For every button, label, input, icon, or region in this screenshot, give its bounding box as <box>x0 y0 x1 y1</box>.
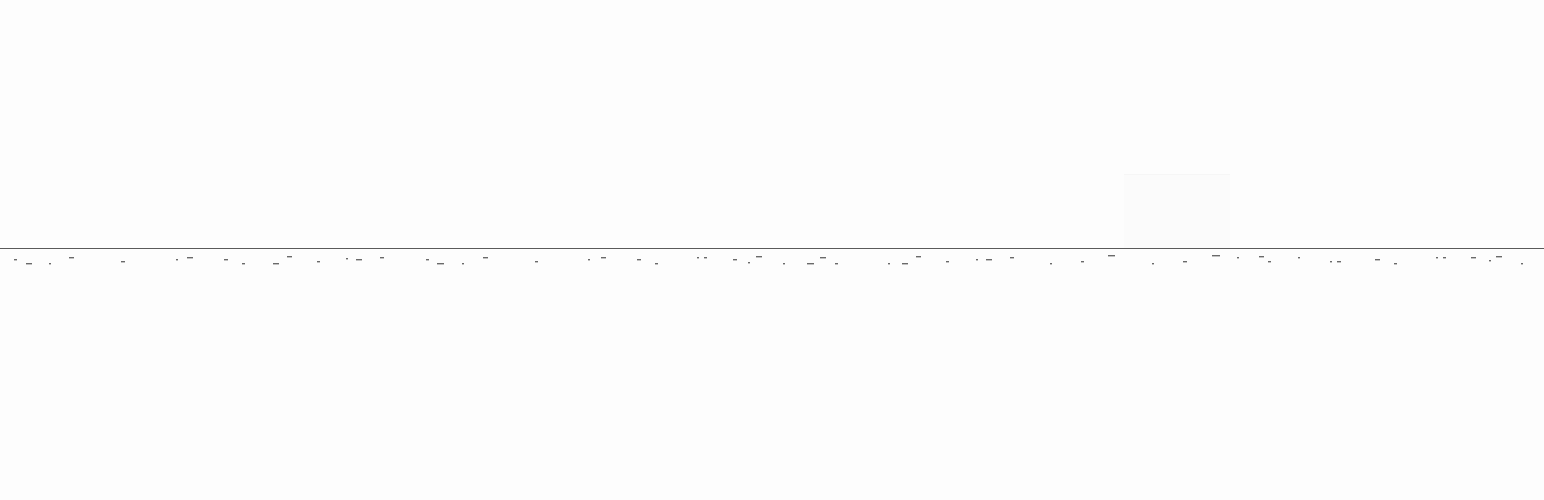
glyph-fragment <box>820 257 826 259</box>
glyph-fragment <box>49 263 51 265</box>
glyph-fragment <box>380 257 384 259</box>
glyph-fragment <box>14 259 17 261</box>
horizontal-rule <box>0 248 1544 249</box>
glyph-fragment <box>1521 263 1523 265</box>
glyph-fragment <box>187 257 193 259</box>
glyph-fragment <box>783 263 785 265</box>
glyph-fragment <box>1237 257 1239 259</box>
glyph-fragment <box>176 259 178 261</box>
glyph-fragment <box>946 261 949 263</box>
glyph-fragment <box>242 263 245 265</box>
glyph-fragment <box>1489 260 1491 262</box>
glyph-fragment <box>287 256 292 258</box>
glyph-fragment <box>601 257 606 259</box>
glyph-fragment <box>807 263 814 265</box>
glyph-fragment <box>1471 257 1476 259</box>
glyph-fragment <box>1436 257 1438 259</box>
glyph-fragment <box>26 263 32 265</box>
glyph-fragment <box>704 257 707 259</box>
glyph-fragment <box>1268 261 1271 263</box>
glyph-fragment <box>1394 263 1397 265</box>
glyph-fragment <box>1108 255 1115 257</box>
glyph-fragment <box>916 256 921 258</box>
glyph-fragment <box>69 257 74 259</box>
glyph-fragment <box>535 261 538 263</box>
glyph-fragment <box>1337 261 1341 263</box>
glyph-fragment <box>655 263 658 265</box>
glyph-fragment <box>902 263 908 265</box>
glyph-fragment <box>437 263 444 265</box>
glyph-fragment <box>888 263 890 265</box>
glyph-fragment <box>1183 261 1187 263</box>
glyph-fragment <box>462 263 464 265</box>
glyph-fragment <box>1375 259 1380 261</box>
glyph-fragment <box>1212 255 1220 257</box>
glyph-fragment <box>1081 261 1084 263</box>
glyph-fragment <box>588 259 590 261</box>
glyph-fragment <box>756 256 762 258</box>
glyph-fragment <box>1010 257 1014 259</box>
glyph-fragment <box>748 262 750 264</box>
glyph-fragment <box>697 257 699 259</box>
glyph-fragment <box>986 259 992 261</box>
glyph-fragment <box>835 263 838 265</box>
glyph-fragment <box>224 259 228 261</box>
glyph-fragment <box>1050 263 1052 265</box>
glyph-fragment <box>1330 261 1332 263</box>
glyph-fragment <box>976 259 978 261</box>
glyph-fragment <box>426 259 429 261</box>
glyph-fragment <box>483 257 488 259</box>
glyph-fragment <box>273 263 279 265</box>
glyph-fragment <box>356 259 362 261</box>
glyph-fragment <box>1259 256 1264 258</box>
glyph-fragment <box>346 258 348 260</box>
glyph-fragment <box>1152 263 1154 265</box>
glyph-fragment <box>1443 257 1446 259</box>
glyph-fragment <box>1298 257 1300 259</box>
glyph-fragment <box>121 261 125 263</box>
faint-panel <box>1124 174 1230 249</box>
glyph-fragment <box>317 261 320 263</box>
glyph-fragment <box>1496 256 1502 258</box>
glyph-fragment <box>637 259 641 261</box>
glyph-fragment <box>733 259 737 261</box>
